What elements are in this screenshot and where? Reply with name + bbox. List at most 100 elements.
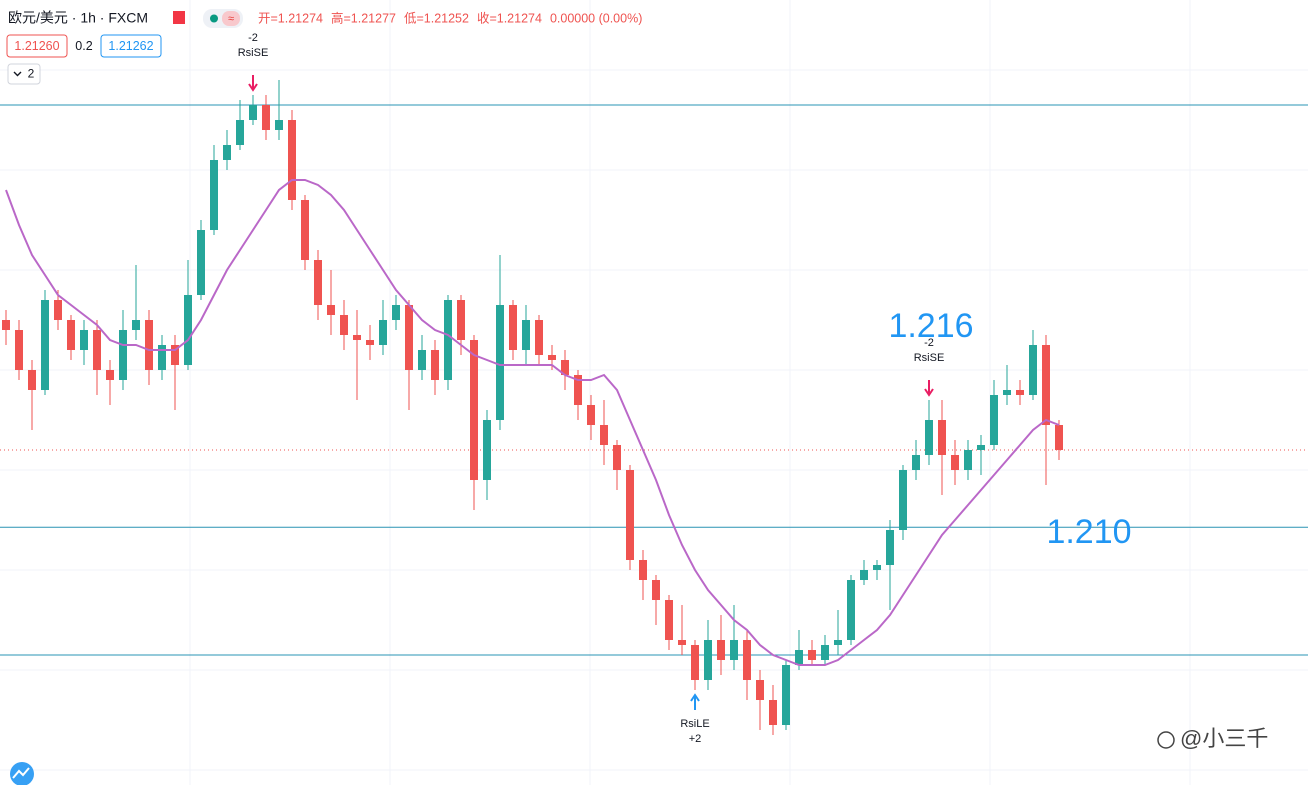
candle-body	[717, 640, 725, 660]
signal-arrow	[924, 380, 934, 397]
candle-body	[301, 200, 309, 260]
candle-body	[808, 650, 816, 660]
candle-body	[548, 355, 556, 360]
candle-body	[470, 340, 478, 480]
candle-body	[964, 450, 972, 470]
candle-body	[509, 305, 517, 350]
vertical-grid	[189, 0, 1191, 785]
candle-body	[418, 350, 426, 370]
candle-body	[496, 305, 504, 420]
candle-body	[379, 320, 387, 345]
candle-body	[691, 645, 699, 680]
candle-body	[899, 470, 907, 530]
candle-body	[262, 105, 270, 130]
chevron-icon	[13, 71, 22, 77]
signal-name: RsiSE	[238, 47, 269, 59]
buy-box[interactable]	[100, 34, 162, 58]
sell-price: 1.21260	[14, 39, 59, 53]
candle-body	[2, 320, 10, 330]
candle-body	[925, 420, 933, 455]
ohlc-item: 高=1.21277	[331, 10, 396, 25]
watermark-icon	[1157, 731, 1175, 749]
candle-body	[28, 370, 36, 390]
ohlc-item: 收=1.21274	[477, 11, 542, 25]
candle-body	[249, 105, 257, 120]
candle-body	[613, 445, 621, 470]
candle-body	[652, 580, 660, 600]
sell-box[interactable]	[6, 34, 68, 58]
candle-body	[184, 295, 192, 365]
status-icon: ≈	[228, 13, 234, 25]
signal-arrow	[690, 693, 700, 710]
candle-body	[340, 315, 348, 335]
ohlc-item: 开=1.21274	[258, 11, 323, 25]
candle-body	[600, 425, 608, 445]
annotation: 1.216	[888, 307, 973, 345]
annotation: 1.210	[1046, 513, 1131, 551]
candle-body	[106, 370, 114, 380]
candle-body	[119, 330, 127, 380]
candle-body	[769, 700, 777, 725]
candle-body	[41, 300, 49, 390]
candle-body	[977, 445, 985, 450]
candle-body	[1029, 345, 1037, 395]
candle-body	[704, 640, 712, 680]
candle-body	[210, 160, 218, 230]
candle-body	[639, 560, 647, 580]
candle-body	[80, 330, 88, 350]
candle-body	[223, 145, 231, 160]
candle-body	[587, 405, 595, 425]
candle-body	[431, 350, 439, 380]
candle-body	[678, 640, 686, 645]
indicator-toggle[interactable]	[7, 63, 41, 85]
candle-body	[314, 260, 322, 305]
candle-body	[1042, 345, 1050, 425]
ohlc-item: 低=1.21252	[404, 11, 469, 25]
candle-body	[93, 330, 101, 370]
candle-body	[171, 345, 179, 365]
candle-body	[951, 455, 959, 470]
candle-body	[990, 395, 998, 445]
candle-body	[1003, 390, 1011, 395]
signal-name: RsiSE	[914, 352, 945, 364]
candle-body	[67, 320, 75, 350]
moving-average	[5, 179, 1060, 666]
candle-body	[821, 645, 829, 660]
spread: 0.2	[75, 39, 92, 53]
candle-body	[886, 530, 894, 565]
candle-body	[483, 420, 491, 480]
candle-body	[327, 305, 335, 315]
indicator-count: 2	[28, 67, 35, 81]
buy-price: 1.21262	[108, 39, 153, 53]
candle-body	[730, 640, 738, 660]
candle-body	[847, 580, 855, 640]
signal-qty: -2	[924, 337, 934, 349]
candle-body	[860, 570, 868, 580]
signal-qty: -2	[248, 32, 258, 44]
header: 欧元/美元 · 1h · FXCM ≈ 开=1.21274 高=1.21277 低=…	[6, 9, 642, 85]
candle-body	[145, 320, 153, 370]
candle-body	[912, 455, 920, 470]
status-dot	[210, 14, 218, 23]
candle-body	[873, 565, 881, 570]
candle-body	[197, 230, 205, 295]
flag-icon[interactable]	[173, 11, 185, 24]
candle-body	[158, 345, 166, 370]
candle-body	[1016, 390, 1024, 395]
candle-body	[626, 470, 634, 560]
watermark: @小三千	[1157, 726, 1268, 751]
candle-body	[132, 320, 140, 330]
candle-body	[795, 650, 803, 665]
candle-body	[756, 680, 764, 700]
candle-body	[782, 665, 790, 725]
candle-body	[1055, 425, 1063, 450]
candle-body	[535, 320, 543, 355]
candle-body	[522, 320, 530, 350]
watermark-text: @小三千	[1180, 726, 1268, 751]
candle-body	[353, 335, 361, 340]
logo-glyph	[12, 767, 30, 779]
candle-body	[834, 640, 842, 645]
